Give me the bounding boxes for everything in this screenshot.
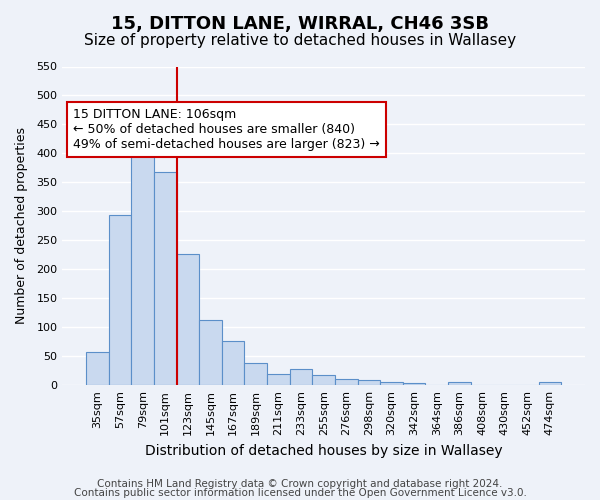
- Bar: [539, 382, 561, 385]
- Bar: [380, 382, 403, 385]
- Bar: [131, 136, 154, 385]
- Bar: [290, 369, 313, 385]
- Text: 15 DITTON LANE: 106sqm
← 50% of detached houses are smaller (840)
49% of semi-de: 15 DITTON LANE: 106sqm ← 50% of detached…: [73, 108, 380, 151]
- Bar: [335, 380, 358, 385]
- Text: Size of property relative to detached houses in Wallasey: Size of property relative to detached ho…: [84, 32, 516, 48]
- Bar: [222, 341, 244, 385]
- Bar: [313, 376, 335, 385]
- Text: Contains HM Land Registry data © Crown copyright and database right 2024.: Contains HM Land Registry data © Crown c…: [97, 479, 503, 489]
- Bar: [176, 254, 199, 385]
- Bar: [244, 363, 267, 385]
- Bar: [154, 172, 176, 385]
- Bar: [448, 382, 471, 385]
- Bar: [267, 374, 290, 385]
- Text: 15, DITTON LANE, WIRRAL, CH46 3SB: 15, DITTON LANE, WIRRAL, CH46 3SB: [111, 15, 489, 33]
- Bar: [109, 216, 131, 385]
- X-axis label: Distribution of detached houses by size in Wallasey: Distribution of detached houses by size …: [145, 444, 502, 458]
- Text: Contains public sector information licensed under the Open Government Licence v3: Contains public sector information licen…: [74, 488, 526, 498]
- Bar: [86, 352, 109, 385]
- Bar: [199, 320, 222, 385]
- Bar: [403, 383, 425, 385]
- Bar: [358, 380, 380, 385]
- Y-axis label: Number of detached properties: Number of detached properties: [15, 128, 28, 324]
